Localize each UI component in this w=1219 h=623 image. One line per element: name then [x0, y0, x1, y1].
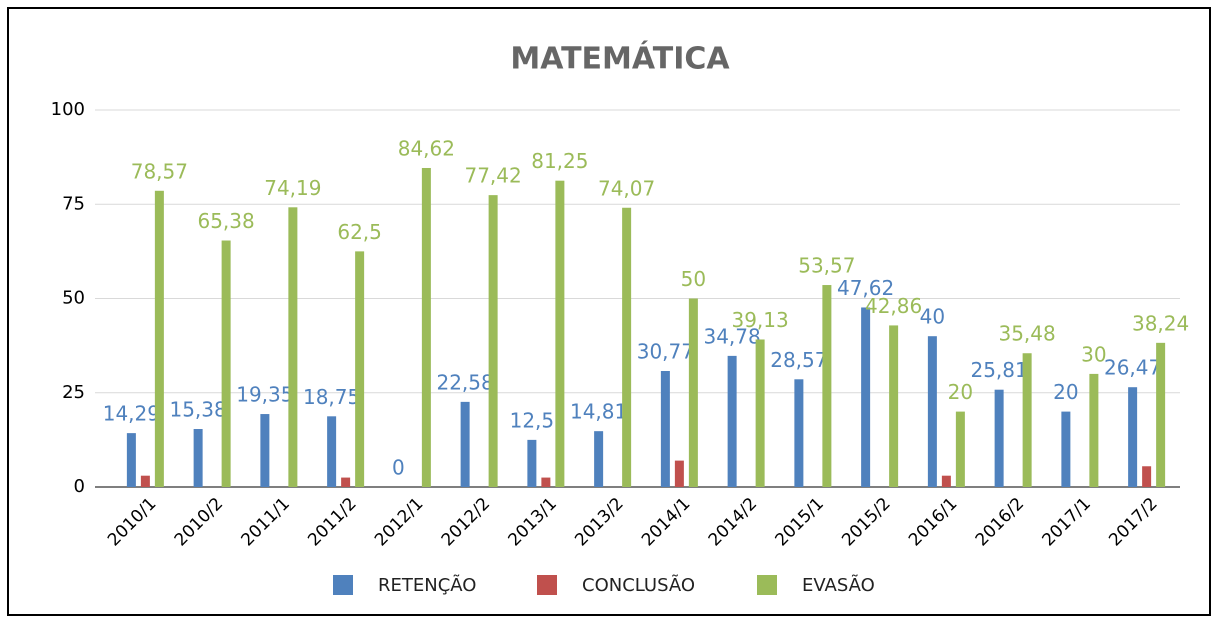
data-label: 15,38: [169, 398, 226, 422]
bar: [755, 339, 765, 487]
data-label: 18,75: [303, 385, 360, 409]
data-label: 39,13: [731, 308, 788, 332]
data-label: 34,78: [703, 324, 760, 348]
data-label: 53,57: [798, 254, 855, 278]
bar: [594, 431, 604, 487]
bar: [460, 401, 470, 487]
bar: [488, 195, 498, 488]
data-label: 20: [948, 380, 973, 404]
bar: [861, 307, 871, 487]
legend-label: EVASÃO: [802, 574, 875, 596]
bar: [341, 477, 351, 487]
bar: [727, 355, 737, 487]
data-label: 74,07: [598, 176, 655, 200]
data-label: 40: [920, 305, 945, 329]
legend-label: CONCLUSÃO: [582, 574, 695, 596]
data-label: 74,19: [264, 176, 321, 200]
data-label: 35,48: [998, 322, 1055, 346]
chart-frame: [7, 7, 1211, 616]
bar: [927, 336, 937, 487]
bar: [688, 298, 698, 487]
bar: [541, 477, 551, 487]
data-label: 81,25: [531, 149, 588, 173]
legend-swatch: [537, 575, 557, 595]
bar: [1022, 353, 1032, 487]
bar: [193, 429, 203, 487]
data-label: 65,38: [197, 209, 254, 233]
bar: [1142, 466, 1152, 487]
legend-swatch: [757, 575, 777, 595]
data-label: 77,42: [464, 164, 521, 188]
chart-title: MATEMÁTICA: [510, 41, 730, 77]
data-label: 26,47: [1104, 356, 1161, 380]
data-label: 50: [681, 267, 706, 291]
bar: [1128, 387, 1138, 487]
legend-swatch: [333, 575, 353, 595]
bar: [794, 379, 804, 487]
data-label: 47,62: [837, 276, 894, 300]
bar: [622, 207, 632, 487]
bar: [126, 433, 136, 487]
bar: [822, 285, 832, 487]
data-label: 78,57: [131, 159, 188, 183]
data-label: 25,81: [970, 358, 1027, 382]
data-label: 14,81: [570, 400, 627, 424]
data-label: 38,24: [1132, 311, 1189, 335]
data-label: 14,29: [103, 402, 160, 426]
data-label: 84,62: [398, 136, 455, 160]
data-label: 30: [1081, 342, 1106, 366]
data-label: 19,35: [236, 383, 293, 407]
data-label: 42,86: [865, 294, 922, 318]
bar: [994, 389, 1004, 487]
bar: [288, 207, 298, 487]
bar: [941, 475, 951, 487]
bar: [527, 439, 537, 487]
bar: [355, 251, 365, 487]
bar: [154, 190, 164, 487]
data-label: 62,5: [337, 220, 382, 244]
bar: [955, 411, 965, 487]
bar: [260, 414, 270, 487]
bar: [1156, 342, 1166, 487]
bar: [660, 370, 670, 487]
bar: [674, 460, 684, 487]
bar: [327, 416, 337, 487]
bar: [140, 475, 150, 487]
bar: [221, 240, 231, 487]
bar: [1061, 411, 1071, 487]
data-label: 0: [392, 456, 405, 480]
data-label: 20: [1053, 380, 1078, 404]
bar: [1089, 373, 1099, 487]
bar: [889, 325, 899, 487]
bar: [421, 167, 431, 487]
data-label: 30,77: [637, 339, 694, 363]
bar: [555, 180, 565, 487]
legend-label: RETENÇÃO: [378, 574, 476, 596]
data-label: 22,58: [436, 370, 493, 394]
y-tick-label: 75: [62, 193, 85, 214]
y-tick-label: 100: [51, 99, 85, 120]
y-tick-label: 0: [74, 476, 85, 497]
data-label: 12,5: [510, 408, 555, 432]
data-label: 28,57: [770, 348, 827, 372]
y-tick-label: 25: [62, 382, 85, 403]
y-tick-label: 50: [62, 288, 85, 309]
